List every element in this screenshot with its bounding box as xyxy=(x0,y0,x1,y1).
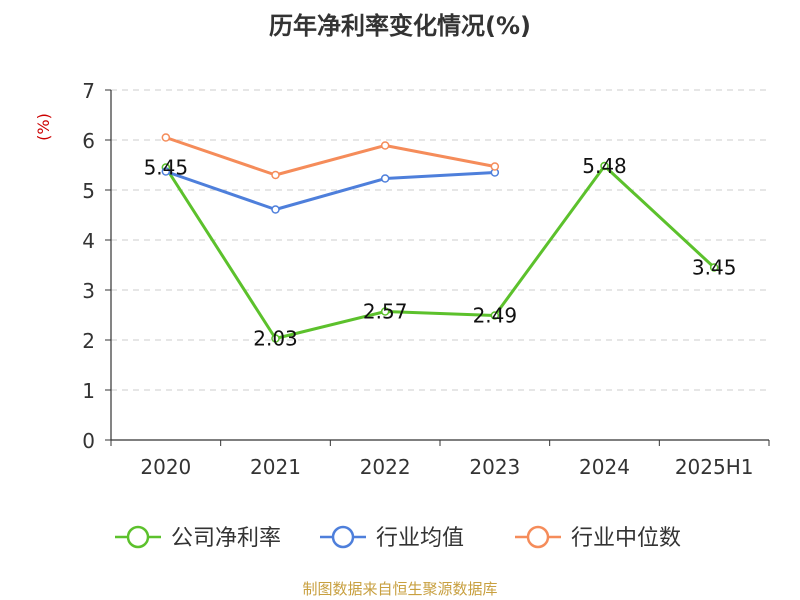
legend-swatch-marker xyxy=(331,525,355,549)
series-lines xyxy=(161,133,719,343)
y-tick-label: 4 xyxy=(82,229,95,253)
legend: 公司净利率 行业均值 行业中位数 xyxy=(115,525,681,551)
chart-title: 历年净利率变化情况(%) xyxy=(269,12,531,40)
data-point xyxy=(271,170,280,180)
data-label: 5.48 xyxy=(582,154,627,178)
grid-lines xyxy=(111,89,769,391)
legend-item: 公司净利率 xyxy=(115,525,281,551)
data-point xyxy=(490,162,500,171)
x-tick-label: 2021 xyxy=(250,455,301,479)
y-tick-label: 7 xyxy=(82,79,95,103)
series-line xyxy=(164,164,716,340)
legend-label: 公司净利率 xyxy=(171,526,281,551)
data-point xyxy=(161,167,171,176)
legend-swatch-marker xyxy=(126,525,150,549)
data-label: 2.49 xyxy=(473,304,518,328)
y-axis-label: (%) xyxy=(34,113,53,141)
data-labels: 5.45 2.03 2.57 2.49 5.48 3.45 xyxy=(144,154,737,351)
legend-swatch-marker xyxy=(526,525,550,549)
data-label: 2.57 xyxy=(363,300,408,324)
data-point xyxy=(380,174,390,183)
legend-item: 行业均值 xyxy=(320,525,464,551)
data-point xyxy=(490,311,500,320)
y-tick-label: 3 xyxy=(82,279,95,303)
series-line xyxy=(165,136,496,177)
legend-item: 行业中位数 xyxy=(515,525,681,551)
legend-label: 行业中位数 xyxy=(571,526,681,551)
y-tick-label: 0 xyxy=(82,429,95,453)
x-tick-label: 2024 xyxy=(579,455,630,479)
data-point xyxy=(709,263,719,272)
source-note: 制图数据来自恒生聚源数据库 xyxy=(302,580,497,598)
x-tick-label: 2025H1 xyxy=(675,455,754,479)
y-tick-label: 1 xyxy=(82,379,95,403)
y-tick-label: 2 xyxy=(82,329,95,353)
legend-label: 行业均值 xyxy=(376,526,464,551)
data-point xyxy=(271,205,280,214)
data-point xyxy=(271,334,280,343)
y-tick-label: 6 xyxy=(82,129,95,153)
data-point xyxy=(600,161,609,171)
series-line xyxy=(165,170,495,211)
x-tick-label: 2020 xyxy=(140,455,191,479)
axes: 0 1 2 3 4 5 6 7 2020 2021 2022 2023 2024 2025H1 xyxy=(82,79,770,479)
data-label: 2.03 xyxy=(253,327,298,351)
x-tick-label: 2023 xyxy=(469,455,520,479)
data-point xyxy=(380,307,390,316)
x-tick-label: 2022 xyxy=(360,455,411,479)
data-point xyxy=(161,133,171,142)
data-point xyxy=(380,141,390,150)
data-label: 3.45 xyxy=(692,256,737,280)
y-tick-label: 5 xyxy=(82,179,95,203)
data-label: 5.45 xyxy=(144,156,189,180)
